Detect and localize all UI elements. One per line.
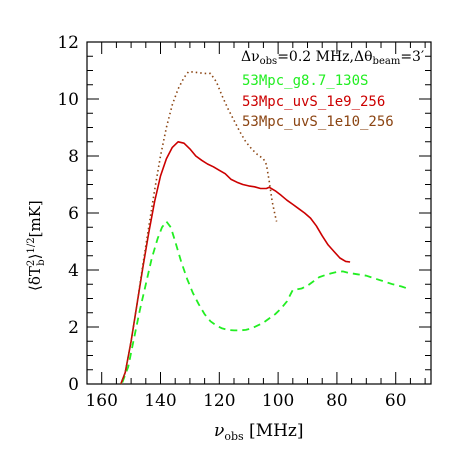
series-layer [120, 71, 408, 385]
y-tick-label: 0 [68, 375, 79, 395]
series-line-0 [121, 220, 408, 383]
x-tick-label: 160 [85, 391, 117, 411]
legend-entry-g8.7: 53Mpc_g8.7_130S [242, 73, 368, 89]
y-tick-label: 4 [68, 261, 79, 281]
axis-ticks: 160 140 120 100 80 60 0 2 4 6 8 10 12 [57, 33, 431, 411]
x-tick-label: 80 [326, 391, 348, 411]
y-tick-label: 12 [57, 33, 79, 53]
y-tick-label: 10 [57, 90, 79, 110]
legend-entry-1e10: 53Mpc_uvS_1e10_256 [242, 114, 394, 130]
x-tick-label: 120 [203, 391, 235, 411]
x-tick-label: 140 [144, 391, 176, 411]
resolution-annotation: Δνobs=0.2 MHz,Δθbeam=3′ [241, 49, 424, 67]
x-tick-label: 100 [262, 391, 294, 411]
series-line-1 [120, 141, 351, 385]
x-tick-label: 60 [385, 391, 407, 411]
y-axis-title: ⟨δT2b⟩1/2[mK] [26, 200, 47, 291]
x-axis-title: νobs [MHz] [214, 421, 304, 443]
y-tick-label: 2 [68, 318, 79, 338]
y-tick-label: 8 [68, 147, 79, 167]
legend-entry-1e9: 53Mpc_uvS_1e9_256 [242, 94, 385, 110]
y-tick-label: 6 [68, 204, 79, 224]
